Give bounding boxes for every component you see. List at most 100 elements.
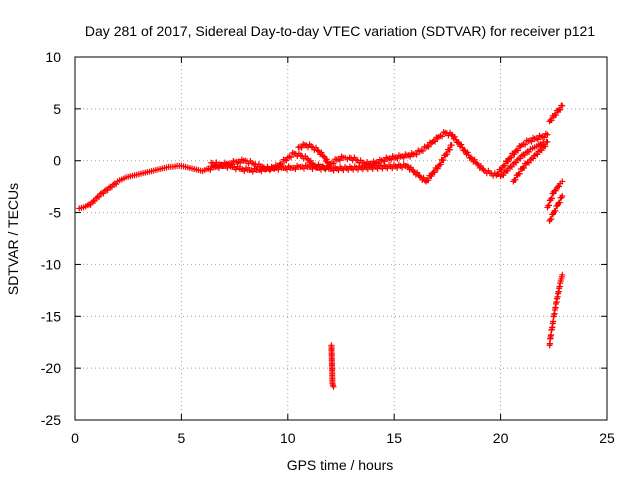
data-point-main-trace: [467, 154, 474, 161]
data-point-late-descent: [559, 271, 566, 278]
data-point-upper-branch-fill: [279, 161, 286, 168]
data-point-upper-branch-fill: [220, 163, 227, 170]
x-tick-label: 15: [386, 430, 402, 446]
chart-title: Day 281 of 2017, Sidereal Day-to-day VTE…: [85, 23, 595, 39]
data-point-branch-21h: [535, 148, 542, 155]
data-point-arc-11h: [327, 163, 334, 170]
data-point-branch-21h-fill: [521, 165, 528, 172]
data-point-late-upper-fill: [552, 112, 559, 119]
data-point-main-trace: [461, 147, 468, 154]
data-point-main-trace-fill: [432, 138, 439, 145]
data-point-main-trace-fill: [275, 166, 282, 173]
x-tick-label: 0: [71, 430, 79, 446]
data-point-late-mid-fill: [552, 187, 559, 194]
data-point-main-trace-fill: [413, 151, 420, 158]
data-point-outliers-12h: [330, 383, 337, 390]
data-point-late-mid2: [559, 192, 566, 199]
data-point-late-mid2-fill: [552, 207, 559, 214]
data-point-main-trace-fill: [419, 147, 426, 154]
data-point-late-mid: [559, 178, 566, 185]
data-point-main-trace-fill: [207, 166, 214, 173]
data-point-main-trace-fill: [515, 147, 522, 154]
data-point-upper-branch-fill: [440, 157, 447, 164]
data-point-main-trace-fill: [471, 156, 478, 163]
data-point-arc-11h-fill: [298, 144, 305, 151]
y-tick-label: 5: [53, 101, 61, 117]
data-point-main-trace: [474, 160, 481, 167]
data-point-late-upper: [559, 102, 566, 109]
data-point-upper-branch: [416, 173, 423, 180]
data-point-main-trace-fill: [394, 155, 401, 162]
data-point-arc-11h: [314, 147, 321, 154]
data-point-upper-branch-fill: [437, 161, 444, 168]
data-point-late-mid2-fill: [556, 199, 563, 206]
x-tick-label: 10: [280, 430, 296, 446]
data-point-upper-branch-fill: [287, 154, 294, 161]
data-point-main-trace-fill: [407, 153, 414, 160]
data-point-main-trace-fill: [451, 133, 458, 140]
x-tick-labels: 0 5 10 15 20 25: [71, 430, 615, 446]
data-point-main-trace-fill: [464, 149, 471, 156]
y-axis-label: SDTVAR / TECUs: [5, 183, 21, 295]
data-point-main-trace-fill: [534, 136, 541, 143]
x-axis-label: GPS time / hours: [287, 457, 394, 473]
y-tick-label: -25: [41, 412, 61, 428]
axis-ticks: [74, 56, 608, 421]
data-point-main-trace-fill: [91, 198, 98, 205]
grid-lines: [75, 57, 607, 420]
data-point-upper-branch: [303, 155, 310, 162]
data-point-main-trace-fill: [522, 141, 529, 148]
data-point-main-trace-fill: [283, 166, 290, 173]
data-point-upper-branch-fill: [307, 157, 314, 164]
data-point-main-trace-fill: [501, 162, 508, 169]
data-point-arc-11h-fill: [323, 156, 330, 163]
data-point-main-trace-fill: [336, 157, 343, 164]
data-point-main-trace-fill: [528, 138, 535, 145]
data-point-main-trace: [448, 131, 455, 138]
data-point-upper-branch-fill: [428, 173, 435, 180]
y-tick-label: -15: [41, 308, 61, 324]
data-point-main-trace-fill: [96, 193, 103, 200]
data-point-upper-branch-fill: [399, 164, 406, 171]
data-point-upper-branch-fill: [420, 174, 427, 181]
data-point-late-descent-fill: [548, 331, 555, 338]
y-tick-label: -20: [41, 360, 61, 376]
data-point-branch-21h: [544, 139, 551, 146]
data-point-main-trace-fill: [541, 134, 548, 141]
data-point-upper-branch-fill: [237, 159, 244, 166]
data-point-main-trace: [544, 131, 551, 138]
data-point-main-trace-fill: [511, 151, 518, 158]
data-point-main-trace: [93, 195, 100, 202]
data-point-main-trace-fill: [439, 133, 446, 140]
data-point-branch-21h: [531, 152, 538, 159]
data-point-main-trace-fill: [292, 166, 299, 173]
y-tick-label: -10: [41, 256, 61, 272]
data-point-main-trace-fill: [300, 165, 307, 172]
data-point-main-trace-fill: [425, 143, 432, 150]
y-tick-label: 10: [45, 49, 61, 65]
data-point-spike-20h-fill: [513, 159, 520, 166]
x-tick-label: 5: [178, 430, 186, 446]
data-point-spike-20h-fill: [500, 172, 507, 179]
data-point-main-trace-fill: [258, 168, 265, 175]
data-point-branch-21h-fill: [512, 176, 519, 183]
data-points: [76, 102, 566, 390]
data-point-upper-branch-fill: [431, 169, 438, 176]
plot-frame: [74, 56, 608, 421]
data-point-upper-branch-fill: [414, 169, 421, 176]
data-point-spike-20h: [514, 156, 521, 163]
data-point-branch-21h-fill: [534, 151, 541, 158]
data-point-main-trace-fill: [478, 162, 485, 169]
data-point-upper-branch-fill: [446, 146, 453, 153]
data-point-upper-branch: [403, 162, 410, 169]
data-point-late-mid-fill: [556, 183, 563, 190]
data-point-main-trace-fill: [505, 158, 512, 165]
data-point-main-trace-fill: [508, 154, 515, 161]
data-point-upper-branch: [448, 142, 455, 149]
data-point-late-mid-fill: [546, 202, 553, 209]
data-point-upper-branch-fill: [425, 177, 432, 184]
data-point-arc-11h-fill: [318, 149, 325, 156]
data-point-upper-branch-fill: [283, 157, 290, 164]
data-point-spike-20h-fill: [508, 163, 515, 170]
